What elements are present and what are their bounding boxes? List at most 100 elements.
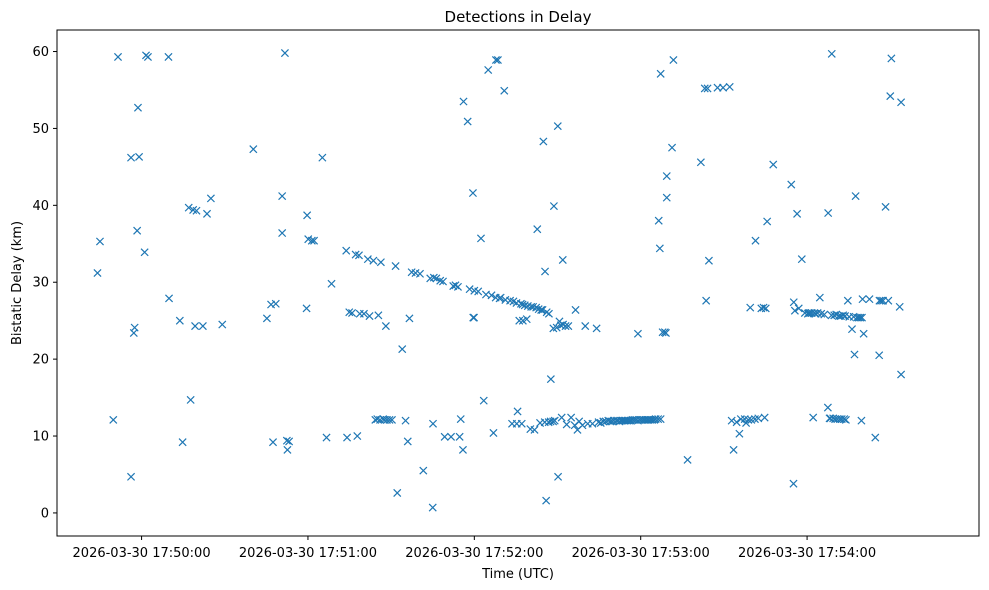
data-point-x-marker <box>544 309 553 318</box>
data-point-x-marker <box>530 425 539 434</box>
data-point-x-marker <box>729 445 738 454</box>
data-point-x-marker <box>165 294 174 303</box>
data-point-x-marker <box>135 152 144 161</box>
data-point-x-marker <box>815 293 824 302</box>
data-point-x-marker <box>840 415 849 424</box>
data-point-x-marker <box>518 300 527 309</box>
data-point-x-marker <box>192 206 201 215</box>
data-point-x-marker <box>143 52 152 61</box>
data-point-x-marker <box>669 55 678 65</box>
data-point-x-marker <box>262 314 271 323</box>
data-point-x-marker <box>369 256 378 265</box>
data-point-x-marker <box>735 429 744 438</box>
data-point-x-marker <box>854 313 863 322</box>
data-point-x-marker <box>823 403 832 412</box>
data-point-x-marker <box>736 415 745 424</box>
data-point-x-marker <box>401 416 410 425</box>
data-point-x-marker <box>759 303 768 312</box>
data-point-x-marker <box>403 437 412 446</box>
data-point-x-marker <box>562 420 571 429</box>
data-point-x-marker <box>95 237 105 246</box>
data-point-x-marker <box>550 416 559 425</box>
data-point-x-marker <box>398 345 407 354</box>
data-point-x-marker <box>285 437 294 446</box>
data-point-x-marker <box>479 396 488 405</box>
data-point-x-marker <box>884 296 893 305</box>
data-point-x-marker <box>278 228 287 238</box>
data-point-x-marker <box>470 313 479 322</box>
data-point-x-marker <box>459 97 468 106</box>
data-point-x-marker <box>789 298 798 307</box>
data-point-x-marker <box>578 421 587 430</box>
data-point-x-marker <box>487 291 496 300</box>
x-tick-label: 2026-03-30 17:51:00 <box>239 546 377 561</box>
data-point-x-marker <box>809 413 818 422</box>
data-point-x-marker <box>824 208 833 218</box>
data-point-x-marker <box>127 153 136 162</box>
data-point-x-marker <box>113 52 123 61</box>
data-point-x-marker <box>787 180 796 189</box>
data-point-x-marker <box>744 415 753 424</box>
data-point-x-marker <box>428 419 438 428</box>
data-point-x-marker <box>763 217 772 226</box>
y-tick-label: 40 <box>32 199 49 214</box>
data-point-x-marker <box>447 432 456 441</box>
data-point-x-marker <box>393 488 402 497</box>
data-point-x-marker <box>268 438 278 447</box>
data-point-x-marker <box>429 273 438 282</box>
data-point-x-marker <box>561 322 570 331</box>
data-point-x-marker <box>557 413 566 422</box>
data-point-x-marker <box>865 295 874 304</box>
data-point-x-marker <box>539 137 548 146</box>
data-point-x-marker <box>184 203 193 212</box>
data-point-x-marker <box>127 472 136 481</box>
data-point-x-marker <box>491 55 500 65</box>
data-point-x-marker <box>465 285 474 294</box>
data-point-x-marker <box>484 65 493 75</box>
y-axis-ticks: 0 10 20 30 40 50 60 <box>32 45 57 521</box>
chart-title: Detections in Delay <box>445 8 592 26</box>
data-point-x-marker <box>871 433 880 442</box>
data-point-x-marker <box>474 287 483 296</box>
data-point-x-marker <box>592 324 601 333</box>
plot-frame <box>56 29 980 537</box>
data-point-x-marker <box>850 350 859 359</box>
data-point-x-marker <box>703 84 712 93</box>
data-point-x-marker <box>877 296 886 305</box>
data-point-x-marker <box>322 433 331 442</box>
data-point-x-marker <box>887 54 896 63</box>
data-point-x-marker <box>436 276 445 285</box>
data-point-x-marker <box>391 262 400 271</box>
data-point-x-marker <box>769 160 778 169</box>
data-point-x-marker <box>790 306 799 315</box>
data-point-x-marker <box>178 438 187 447</box>
data-point-x-marker <box>385 415 394 424</box>
data-point-x-marker <box>453 282 462 291</box>
data-point-x-marker <box>700 84 709 93</box>
data-point-x-marker <box>553 122 562 131</box>
data-point-x-marker <box>661 328 670 338</box>
data-point-x-marker <box>109 415 118 424</box>
y-tick-label: 20 <box>32 353 49 368</box>
data-point-x-marker <box>533 225 542 234</box>
data-point-x-marker <box>376 258 385 267</box>
data-point-x-marker <box>365 312 374 321</box>
data-point-x-marker <box>704 256 713 265</box>
y-tick-label: 50 <box>32 122 49 137</box>
data-point-x-marker <box>662 172 671 181</box>
data-point-x-marker <box>271 299 280 308</box>
data-point-x-marker <box>354 251 363 260</box>
data-point-x-marker <box>541 267 550 276</box>
data-point-x-marker <box>817 309 826 318</box>
data-point-x-marker <box>198 322 207 331</box>
data-point-x-marker <box>282 436 291 445</box>
data-point-x-marker <box>456 415 465 424</box>
x-axis-ticks: 2026-03-30 17:50:00 2026-03-30 17:51:00 20… <box>73 536 876 561</box>
data-point-x-marker <box>857 313 867 322</box>
data-point-x-marker <box>318 153 327 162</box>
data-point-x-marker <box>727 416 736 425</box>
data-point-x-marker <box>702 296 711 305</box>
y-tick-label: 10 <box>32 430 49 445</box>
data-point-x-marker <box>280 49 289 58</box>
data-point-x-marker <box>348 308 357 318</box>
